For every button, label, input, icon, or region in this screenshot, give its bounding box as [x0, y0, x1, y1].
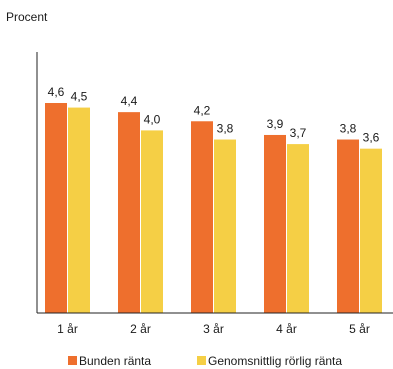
- bar-bunden-5: [337, 139, 359, 313]
- data-label-rorlig-5: 3,6: [363, 131, 380, 145]
- data-label-bunden-3: 4,2: [194, 103, 211, 117]
- bar-rorlig-5: [360, 148, 382, 313]
- data-label-rorlig-2: 4,0: [144, 112, 161, 126]
- legend-label-rorlig: Genomsnittlig rörlig ränta: [208, 354, 342, 368]
- legend-label-bunden: Bunden ränta: [79, 354, 151, 368]
- y-axis-unit-label: Procent: [6, 10, 48, 24]
- data-label-bunden-2: 4,4: [121, 94, 138, 108]
- bar-rorlig-2: [141, 130, 163, 313]
- data-label-bunden-1: 4,6: [48, 85, 65, 99]
- legend-swatch-bunden: [68, 356, 77, 365]
- x-tick-label-1: 1 år: [57, 322, 78, 336]
- data-labels-group: 4,6 4,5 4,4 4,0 4,2 3,8 3,9 3,7 3,8 3,6: [48, 85, 380, 145]
- bar-rorlig-4: [287, 144, 309, 313]
- bars-group: [45, 103, 382, 314]
- x-tick-label-5: 5 år: [349, 322, 370, 336]
- bar-rorlig-1: [68, 107, 90, 313]
- data-label-bunden-5: 3,8: [340, 122, 357, 136]
- x-tick-label-4: 4 år: [276, 322, 297, 336]
- bar-bunden-2: [118, 112, 140, 313]
- legend: Bunden ränta Genomsnittlig rörlig ränta: [68, 354, 342, 368]
- data-label-bunden-4: 3,9: [267, 117, 284, 131]
- data-label-rorlig-3: 3,8: [217, 122, 234, 136]
- bar-bunden-3: [191, 121, 213, 314]
- data-label-rorlig-4: 3,7: [290, 126, 307, 140]
- data-label-rorlig-1: 4,5: [71, 90, 88, 104]
- x-tick-labels-group: 1 år 2 år 3 år 4 år 5 år: [57, 322, 370, 336]
- x-tick-label-2: 2 år: [130, 322, 151, 336]
- legend-swatch-rorlig: [197, 356, 206, 365]
- bar-rorlig-3: [214, 139, 236, 313]
- x-tick-label-3: 3 år: [203, 322, 224, 336]
- bar-bunden-4: [264, 134, 286, 313]
- bar-bunden-1: [45, 103, 67, 313]
